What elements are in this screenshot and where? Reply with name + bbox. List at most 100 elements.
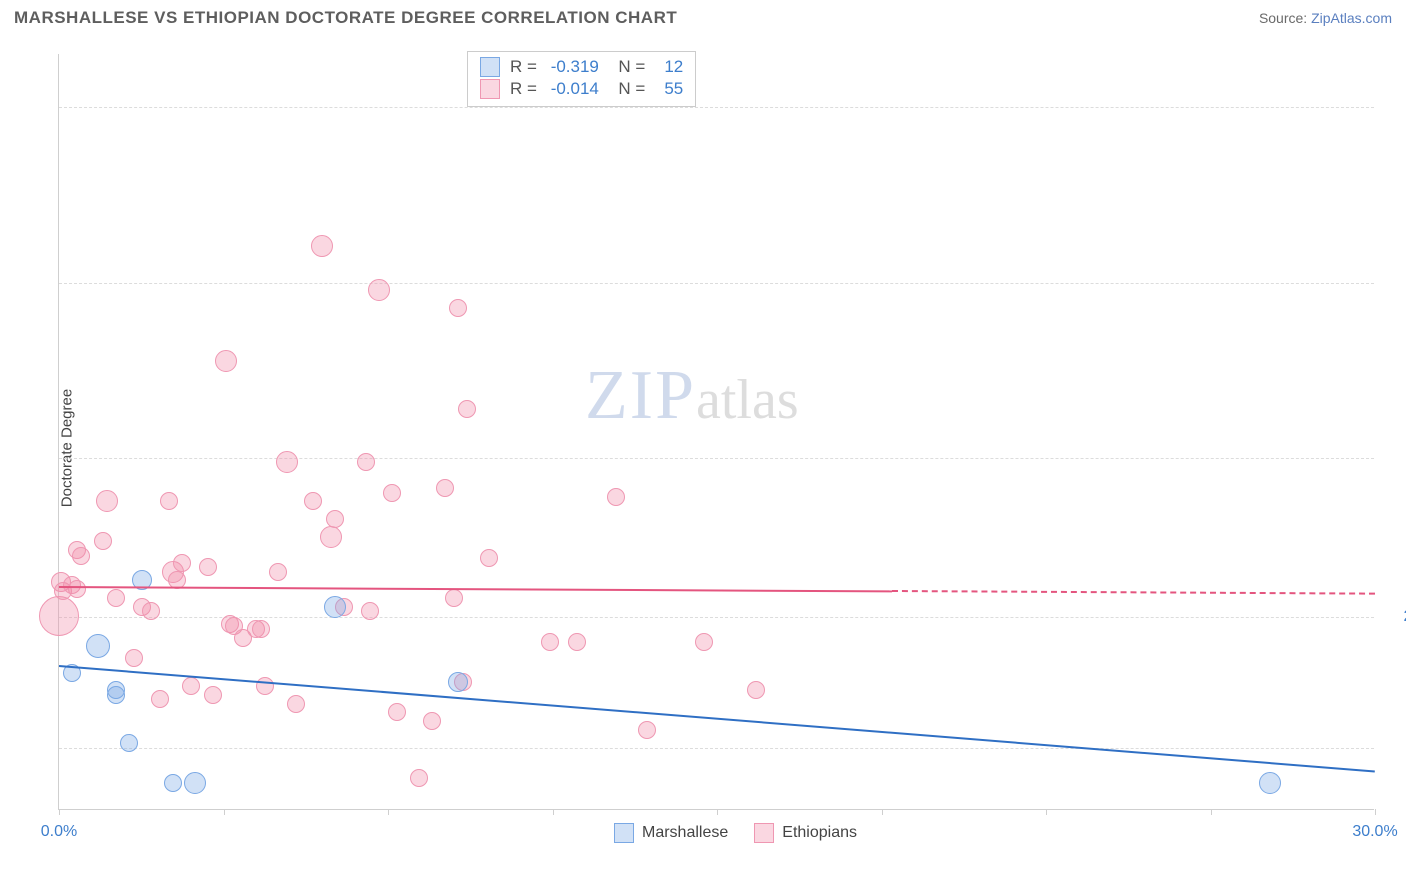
ethiopians-point (256, 677, 274, 695)
marshallese-swatch (614, 823, 634, 843)
gridline-h (59, 617, 1374, 618)
ethiopians-point (160, 492, 178, 510)
gridline-h (59, 458, 1374, 459)
ethiopians-point (304, 492, 322, 510)
ethiopians-point (361, 602, 379, 620)
ethiopians-point (607, 488, 625, 506)
ethiopians-point (199, 558, 217, 576)
x-tick (224, 809, 225, 815)
x-tick (882, 809, 883, 815)
stats-row-ethiopians: R = -0.014 N = 55 (480, 78, 683, 100)
ethiopians-point (287, 695, 305, 713)
ethiopians-r-value: -0.014 (547, 79, 599, 99)
chart-title: MARSHALLESE VS ETHIOPIAN DOCTORATE DEGRE… (14, 8, 677, 28)
marshallese-point (86, 634, 110, 658)
stats-legend: R = -0.319 N = 12 R = -0.014 N = 55 (467, 51, 696, 107)
ethiopians-point (568, 633, 586, 651)
ethiopians-point (269, 563, 287, 581)
watermark-zip: ZIP (585, 357, 696, 434)
ethiopians-point (142, 602, 160, 620)
x-tick (388, 809, 389, 815)
ethiopians-point (326, 510, 344, 528)
stats-row-marshallese: R = -0.319 N = 12 (480, 56, 683, 78)
source-label: Source: (1259, 10, 1307, 26)
x-tick (1375, 809, 1376, 815)
plot-area: ZIPatlas 2.0%0.0%30.0%R =-0.319 N =12R =… (58, 54, 1374, 810)
ethiopians-legend-label: Ethiopians (782, 824, 857, 842)
marshallese-point (448, 672, 468, 692)
y-tick-label: 2.0% (1380, 608, 1406, 626)
ethiopians-point (94, 532, 112, 550)
ethiopians-point (39, 596, 79, 636)
ethiopians-swatch (480, 79, 500, 99)
marshallese-legend-label: Marshallese (642, 824, 728, 842)
marshallese-point (1259, 772, 1281, 794)
ethiopians-point (320, 526, 342, 548)
gridline-h (59, 107, 1374, 108)
x-tick-label: 0.0% (41, 823, 77, 841)
ethiopians-point (173, 554, 191, 572)
marshallese-point (184, 772, 206, 794)
ethiopians-point (107, 589, 125, 607)
ethiopians-point (68, 580, 86, 598)
ethiopians-point (311, 235, 333, 257)
x-tick (1046, 809, 1047, 815)
ethiopians-point (151, 690, 169, 708)
source-credit: Source: ZipAtlas.com (1259, 10, 1392, 26)
watermark: ZIPatlas (585, 356, 799, 436)
r-label: R = (510, 57, 537, 77)
gridline-h (59, 283, 1374, 284)
ethiopians-point (480, 549, 498, 567)
marshallese-point (164, 774, 182, 792)
header: MARSHALLESE VS ETHIOPIAN DOCTORATE DEGRE… (0, 0, 1406, 38)
ethiopians-point (72, 547, 90, 565)
n-label: N = (609, 79, 645, 99)
marshallese-swatch (480, 57, 500, 77)
marshallese-point (107, 681, 125, 699)
legend-item-marshallese: Marshallese (614, 823, 728, 843)
ethiopians-point (125, 649, 143, 667)
marshallese-n-value: 12 (655, 57, 683, 77)
ethiopians-point (695, 633, 713, 651)
trend-line (59, 586, 892, 592)
ethiopians-point (96, 490, 118, 512)
ethiopians-point (215, 350, 237, 372)
ethiopians-point (368, 279, 390, 301)
ethiopians-n-value: 55 (655, 79, 683, 99)
source-link[interactable]: ZipAtlas.com (1311, 10, 1392, 26)
trend-line (59, 665, 1375, 772)
ethiopians-point (747, 681, 765, 699)
marshallese-point (324, 596, 346, 618)
ethiopians-point (410, 769, 428, 787)
ethiopians-point (383, 484, 401, 502)
ethiopians-point (458, 400, 476, 418)
ethiopians-point (357, 453, 375, 471)
r-label: R = (510, 79, 537, 99)
series-legend: Marshallese Ethiopians (614, 823, 857, 843)
ethiopians-point (638, 721, 656, 739)
ethiopians-point (276, 451, 298, 473)
ethiopians-point (388, 703, 406, 721)
marshallese-r-value: -0.319 (547, 57, 599, 77)
x-tick-label: 30.0% (1352, 823, 1397, 841)
ethiopians-point (449, 299, 467, 317)
ethiopians-point (445, 589, 463, 607)
watermark-atlas: atlas (696, 369, 799, 431)
ethiopians-point (541, 633, 559, 651)
ethiopians-point (252, 620, 270, 638)
ethiopians-point (436, 479, 454, 497)
x-tick (59, 809, 60, 815)
x-tick (553, 809, 554, 815)
x-tick (717, 809, 718, 815)
n-label: N = (609, 57, 645, 77)
ethiopians-point (423, 712, 441, 730)
x-tick (1211, 809, 1212, 815)
marshallese-point (120, 734, 138, 752)
legend-item-ethiopians: Ethiopians (754, 823, 857, 843)
chart-container: Doctorate Degree ZIPatlas 2.0%0.0%30.0%R… (14, 48, 1392, 848)
ethiopians-point (182, 677, 200, 695)
trend-line-dashed (892, 590, 1375, 595)
ethiopians-swatch (754, 823, 774, 843)
gridline-h (59, 748, 1374, 749)
ethiopians-point (204, 686, 222, 704)
